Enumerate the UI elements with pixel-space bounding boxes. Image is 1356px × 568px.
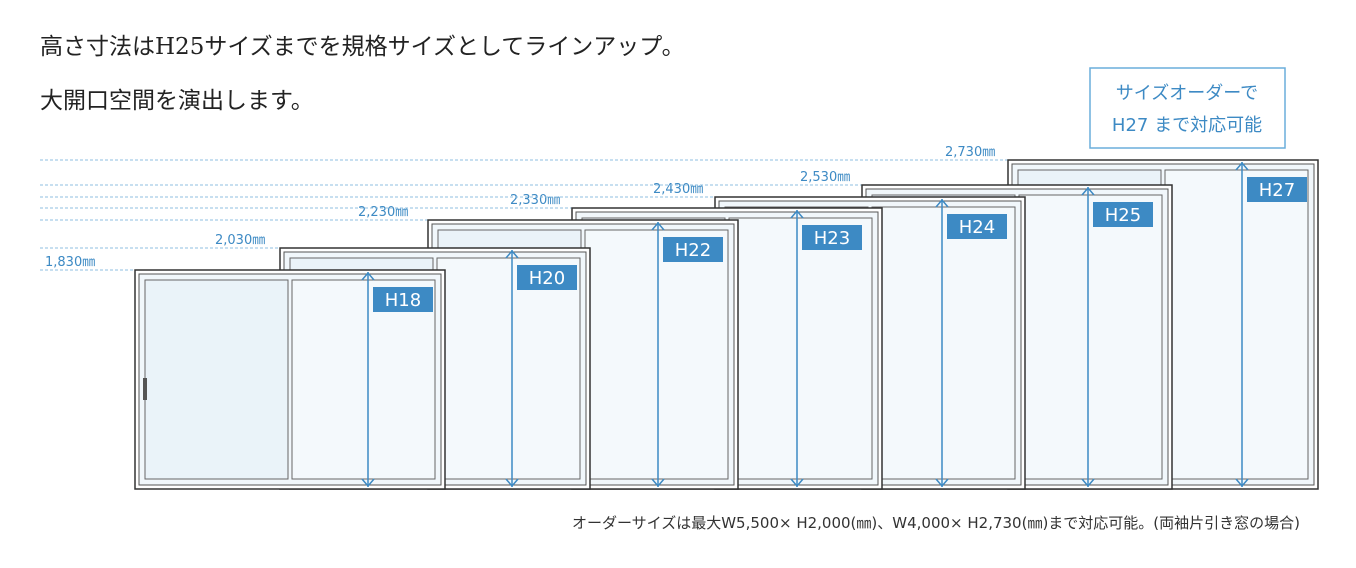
arrow-head [651,221,665,488]
sash [1164,169,1309,480]
sash [291,279,436,480]
size-badge [517,265,577,290]
size-label: H18 [385,290,421,311]
size-label: H24 [959,217,995,238]
dimension-label: 2,230㎜ [358,205,408,220]
sash [436,257,581,480]
size-badge [1093,202,1153,227]
size-label: H20 [529,268,565,289]
size-label: H23 [814,228,850,249]
size-badge [663,237,723,262]
sash [584,229,729,480]
size-label: H22 [675,240,711,261]
callout-text: H27 まで対応可能 [1112,115,1262,136]
size-badge [373,287,433,312]
windows: 1,830㎜ 2,030㎜ 2,230㎜ 2,330㎜ 2,430㎜ 2,530㎜ 2,73… [40,145,1319,490]
size-label: H27 [1259,180,1295,201]
callout-box [1089,67,1286,149]
size-badge [1247,177,1307,202]
sash [871,206,1016,480]
headline: 大開口空間を演出します。 [40,88,314,114]
dimension-label: 2,530㎜ [800,170,850,185]
dimension-label: 2,730㎜ [945,145,995,160]
sash [1018,194,1163,480]
dimension-label: 2,430㎜ [653,182,703,197]
arrow-head [1235,161,1249,488]
arrow-head [505,249,519,488]
dimension-label: 2,030㎜ [215,233,265,248]
size-badge [947,214,1007,239]
arrow-head [1081,186,1095,488]
dimension-label: 1,830㎜ [45,255,95,270]
arrow-head [361,271,375,488]
size-badge [802,225,862,250]
arrow-head [790,209,804,488]
sash [728,217,873,480]
arrow-head [935,198,949,488]
headline: 高さ寸法はH25サイズまでを規格サイズとしてラインアップ。 [40,34,685,60]
callout-text: サイズオーダーで [1116,83,1258,104]
dimension-label: 2,330㎜ [510,193,560,208]
sash [144,279,289,480]
footnote: オーダーサイズは最大W5,500× H2,000(㎜)、W4,000× H2,7… [572,514,1300,532]
size-label: H25 [1105,205,1141,226]
handle [143,378,147,400]
